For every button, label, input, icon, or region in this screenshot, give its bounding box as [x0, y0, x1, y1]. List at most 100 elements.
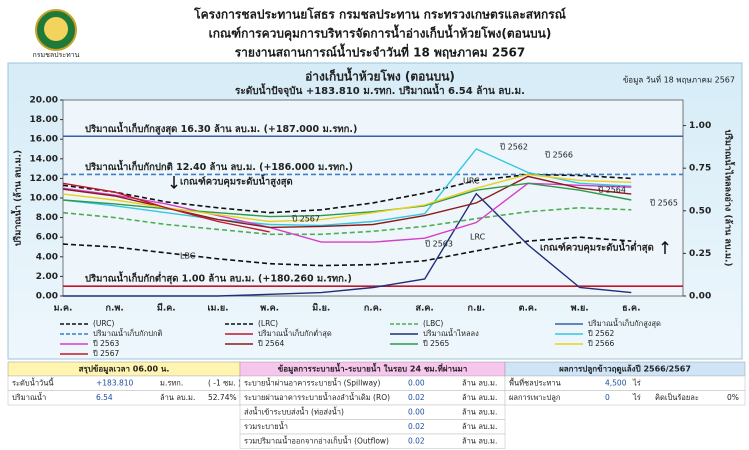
series-line — [63, 192, 632, 297]
chart-subtitle: ระดับน้ำปัจจุบัน +183.810 ม.รทก. ปริมาณน… — [235, 83, 525, 97]
table-cell: พื้นที่ชลประทาน — [509, 378, 561, 388]
x-tick-label: เม.ย. — [207, 304, 228, 314]
annotation: LRC — [470, 233, 486, 242]
legend-label: ปี 2567 — [92, 349, 119, 358]
x-tick-label: ม.ค. — [54, 304, 73, 314]
table-cell: 4,500 — [605, 379, 627, 388]
y-tick-label: 2.00 — [36, 272, 58, 282]
tables: สรุปข้อมูลเวลา 06.00 น. ระดับน้ำวันนี้ +18… — [7, 361, 746, 449]
date-note: ข้อมูล วันที่ 18 พฤษภาคม 2567 — [623, 74, 735, 86]
legend-label: (URC) — [93, 319, 114, 328]
annotation: ปี 2564 — [597, 186, 626, 195]
table-header: สรุปข้อมูลเวลา 06.00 น. — [79, 364, 170, 375]
x-tick-label: ธ.ค. — [622, 304, 640, 314]
annotation: ปี 2562 — [499, 143, 528, 152]
annotation: ปี 2565 — [649, 199, 678, 208]
x-tick-label: ก.ย. — [468, 304, 486, 314]
legend-label: ปริมาณน้ำเก็บกักสูงสุด — [588, 318, 661, 328]
table-cell: คิดเป็นร้อยละ — [655, 392, 699, 402]
table-cell: 0.00 — [408, 379, 425, 388]
logo: กรมชลประทาน — [33, 9, 80, 59]
legend-label: ปริมาณน้ำเก็บกักปกติ — [93, 328, 162, 338]
table-cell: ล้าน ลบ.ม. — [462, 408, 497, 417]
series-line — [62, 148, 632, 227]
table-cell: 6.54 — [96, 393, 113, 402]
logo-text: กรมชลประทาน — [33, 51, 80, 59]
table-cell: ระบายผ่านอาคารระบายน้ำลงลำน้ำเดิม (RO) — [244, 392, 390, 402]
series-line — [62, 236, 632, 267]
arrow — [170, 176, 178, 190]
table-cell: ไร่ — [632, 379, 641, 388]
table-cell: 0.00 — [408, 408, 425, 417]
y-tick-label: 18.00 — [30, 115, 58, 125]
header-line: โครงการชลประทานยโสธร กรมชลประทาน กระทรวง… — [193, 7, 566, 22]
table-row-bg — [504, 390, 746, 406]
legend-label: (LRC) — [258, 319, 278, 328]
table-header: ผลการปลูกข้าวฤดูแล้งปี 2566/2567 — [559, 364, 691, 375]
reference-label: ปริมาณน้ำเก็บกักต่ำสุด 1.00 ล้าน ลบ.ม. (… — [85, 271, 352, 285]
table-cell: ล้าน ลบ.ม. — [462, 393, 497, 402]
legend-label: ปี 2564 — [257, 339, 284, 348]
y2-tick-label: 0.50 — [689, 206, 711, 216]
table-cell: ผลการเพาะปลูก — [509, 393, 560, 402]
annotation: LBC — [180, 252, 196, 261]
y-tick-label: 10.00 — [30, 194, 58, 204]
y-tick-label: 8.00 — [36, 213, 58, 223]
y-tick-label: 20.00 — [30, 96, 58, 106]
table-cell: รวมระบายน้ำ — [244, 421, 288, 431]
series-line — [62, 182, 632, 243]
y-tick-label: 0.00 — [36, 292, 58, 302]
legend-label: ปี 2563 — [92, 339, 119, 348]
table-cell: 0.02 — [408, 437, 425, 446]
plot-area — [62, 99, 684, 297]
y-tick-label: 12.00 — [30, 174, 58, 184]
annotation: ปี 2563 — [424, 240, 453, 249]
table-cell: รวมปริมาณน้ำออกจากอ่างเก็บน้ำ (Outflow) — [244, 436, 389, 446]
x-tick-label: มี.ค. — [157, 303, 176, 314]
arrow — [661, 240, 669, 254]
table-cell: ปริมาณน้ำ — [12, 392, 46, 402]
legend-label: ปี 2565 — [422, 339, 449, 348]
annotation: ปี 2566 — [544, 151, 573, 160]
table-cell: ล้าน ลบ.ม. — [462, 422, 497, 431]
y2-axis-label: ปริมาณน้ำไหลลงอ่าง (ล้าน ลบ.ม.) — [723, 129, 736, 266]
y2-tick-label: 0.25 — [689, 249, 711, 259]
legend-label: ปริมาณน้ำไหลลง — [423, 328, 479, 338]
y-tick-label: 16.00 — [30, 135, 58, 145]
table-cell: 0.02 — [408, 393, 425, 402]
series-line — [62, 182, 632, 218]
table-header: ข้อมูลการระบายน้ำ-ระบายน้ำ ในรอบ 24 ชม.ท… — [278, 363, 468, 375]
y-tick-label: 4.00 — [36, 252, 58, 262]
annotation: เกณฑ์ควบคุมระดับน้ำสูงสุด — [180, 174, 293, 189]
table-cell: ( -1 ซม. ) — [208, 379, 241, 388]
legend-label: ปี 2566 — [587, 339, 614, 348]
x-tick-label: ต.ค. — [519, 304, 538, 314]
table-cell: 52.74% — [208, 393, 237, 402]
legend-label: ปริมาณน้ำเก็บกักต่ำสุด — [258, 328, 332, 338]
table-row-bg — [239, 433, 506, 449]
table-cell: ระดับน้ำวันนี้ — [12, 378, 54, 388]
legend-label: (LBC) — [423, 319, 443, 328]
table-cell: ม.รทก. — [160, 379, 183, 388]
y2-tick-label: 0.75 — [689, 164, 711, 174]
y-axis-label: ปริมาณน้ำ (ล้าน ลบ.ม.) — [11, 150, 24, 246]
series-line — [62, 206, 632, 236]
annotation: URC — [463, 177, 480, 186]
table-cell: ระบายน้ำผ่านอาคารระบายน้ำ (Spillway) — [244, 378, 380, 388]
legend-label: ปี 2562 — [587, 329, 614, 338]
table-cell: ล้าน ลบ.ม. — [160, 393, 195, 402]
table-cell: 0% — [727, 393, 739, 402]
table-cell: 0 — [605, 393, 610, 402]
x-tick-label: พ.ย. — [571, 304, 589, 314]
chart-title: อ่างเก็บน้ำห้วยโพง (ตอนบน) — [305, 67, 455, 84]
table-cell: ส่งน้ำเข้าระบบส่งน้ำ (ท่อส่งน้ำ) — [244, 407, 344, 417]
header-line: เกณฑ์การควบคุมการบริหารจัดการน้ำอ่างเก็บ… — [209, 24, 552, 42]
y2-tick-label: 0.00 — [689, 292, 711, 302]
annotation: เกณฑ์ควบคุมระดับน้ำต่ำสุด — [540, 240, 654, 254]
header-line: รายงานสถานการณ์น้ำประจำวันที่ 18 พฤษภาคม… — [235, 43, 526, 60]
series-line — [62, 182, 270, 233]
reference-label: ปริมาณน้ำเก็บกักปกติ 12.40 ล้าน ลบ.ม. (+… — [85, 159, 353, 173]
y-tick-label: 6.00 — [36, 233, 58, 243]
